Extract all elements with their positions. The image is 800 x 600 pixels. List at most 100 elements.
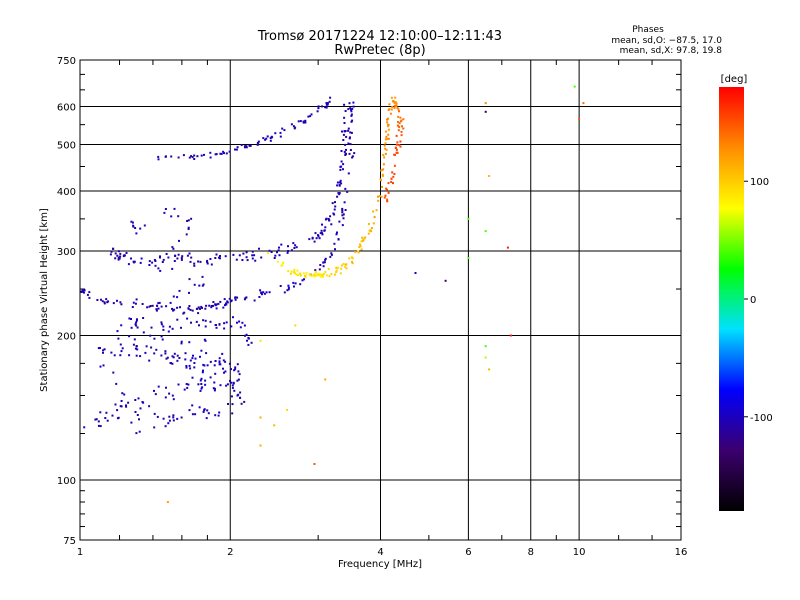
data-point <box>173 207 176 210</box>
data-point <box>224 360 227 363</box>
data-point <box>82 290 85 293</box>
data-point <box>338 220 341 223</box>
data-point <box>343 116 346 119</box>
data-point <box>135 354 138 357</box>
data-point <box>187 228 190 230</box>
data-point <box>164 425 167 428</box>
data-point <box>119 301 122 304</box>
data-point <box>167 256 170 259</box>
data-point <box>393 101 396 103</box>
data-point <box>239 391 242 394</box>
data-point <box>261 293 263 296</box>
data-point <box>191 413 194 416</box>
data-point <box>179 306 181 309</box>
data-point <box>345 148 347 151</box>
data-point <box>254 259 257 262</box>
data-point <box>268 249 271 252</box>
data-point <box>217 302 220 305</box>
data-point <box>287 250 290 252</box>
data-point <box>396 151 399 154</box>
data-point <box>467 257 470 260</box>
data-point <box>390 108 393 111</box>
data-point <box>128 317 131 320</box>
data-point <box>321 233 324 236</box>
data-point <box>202 410 205 413</box>
data-point <box>484 102 487 105</box>
data-point <box>387 125 390 128</box>
data-point <box>188 252 191 255</box>
data-point <box>202 319 205 322</box>
data-point <box>235 148 238 151</box>
data-point <box>135 321 138 324</box>
data-point <box>96 299 99 301</box>
data-point <box>105 411 108 414</box>
data-point <box>204 339 207 342</box>
data-point <box>223 371 225 374</box>
data-point <box>279 135 282 138</box>
data-point <box>322 261 325 264</box>
data-point <box>140 257 143 260</box>
data-point <box>116 409 119 412</box>
data-point <box>294 324 297 327</box>
phases-title: Phases <box>632 25 664 35</box>
data-point <box>314 269 317 272</box>
data-point <box>172 295 175 298</box>
data-point <box>297 120 300 123</box>
data-point <box>185 383 188 385</box>
data-point <box>221 352 224 355</box>
data-point <box>265 291 268 294</box>
data-point <box>214 324 217 326</box>
tick-labels: 1 2 4 6 8 10 16 75 100 200 300 400 500 600 750 <box>57 56 687 558</box>
data-point <box>361 236 364 239</box>
data-point <box>293 247 296 249</box>
data-point <box>112 247 115 250</box>
data-point <box>135 324 138 327</box>
data-point <box>397 121 399 123</box>
data-point <box>354 251 357 254</box>
data-point <box>184 352 187 355</box>
data-point <box>339 168 342 171</box>
data-point <box>172 356 175 359</box>
data-point <box>171 267 174 270</box>
data-point <box>336 266 339 269</box>
data-point <box>351 262 354 265</box>
data-point <box>187 307 190 310</box>
data-point <box>160 305 163 308</box>
data-point <box>164 208 167 210</box>
data-point <box>217 414 220 417</box>
data-point <box>204 383 207 386</box>
data-point <box>88 291 91 294</box>
data-point <box>444 279 447 282</box>
y-tick-label: 400 <box>57 187 76 198</box>
data-point <box>123 254 126 257</box>
data-point <box>136 414 139 416</box>
data-point <box>348 257 351 260</box>
y-tick-label: 100 <box>57 476 76 487</box>
data-point <box>132 343 135 346</box>
data-point <box>119 252 122 255</box>
data-point <box>136 348 139 351</box>
data-point <box>185 233 188 236</box>
data-point <box>383 156 386 159</box>
data-point <box>351 156 354 159</box>
data-point <box>313 275 316 278</box>
data-point <box>193 264 196 267</box>
data-point <box>219 255 221 257</box>
data-point <box>169 301 172 304</box>
data-point <box>319 232 322 235</box>
data-point <box>386 188 388 191</box>
data-point <box>157 155 160 158</box>
data-point <box>210 305 213 307</box>
data-point <box>362 238 365 241</box>
data-point <box>304 276 307 279</box>
data-point <box>187 383 190 386</box>
data-point <box>131 221 134 224</box>
data-point <box>204 325 207 328</box>
data-point <box>172 416 175 419</box>
data-point <box>351 257 354 260</box>
data-point <box>326 274 329 277</box>
data-point <box>330 273 333 275</box>
data-point <box>201 284 204 287</box>
data-point <box>335 233 338 236</box>
data-point <box>177 253 180 256</box>
